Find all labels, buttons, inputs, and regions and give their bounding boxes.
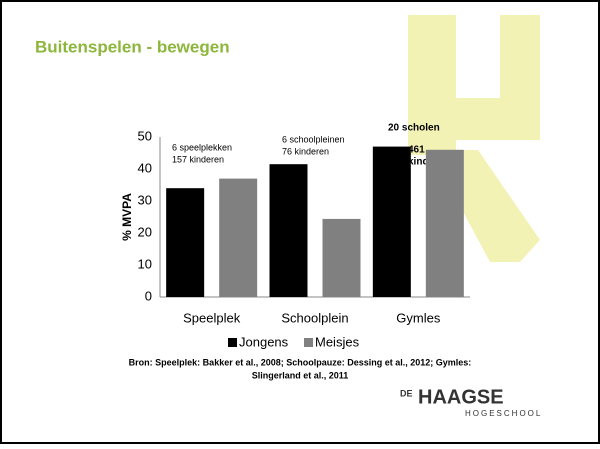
y-tick-label: 10 [138,256,152,271]
bar [219,178,258,297]
legend-swatch [228,338,237,347]
annotation: 20 scholen [388,123,440,134]
annotation: 6 schoolpleinen [282,134,345,144]
bar [166,188,205,297]
y-tick-label: 20 [138,224,152,239]
y-tick-label: 30 [138,192,152,207]
slide-title: Buitenspelen - bewegen [35,37,230,56]
annotation: 6 speelplekken [172,142,232,152]
annotation: 157 kinderen [172,154,224,164]
x-tick-label: Speelplek [183,310,241,325]
legend-swatch [304,338,313,347]
legend-label: Meisjes [315,334,360,349]
logo-prefix: DE [400,388,413,398]
bar [269,164,308,297]
y-axis-label: % MVPA [120,193,134,241]
source-note: Slingerland et al., 2011 [252,370,349,380]
logo-name: HAAGSE [418,386,504,408]
y-tick-label: 0 [145,288,152,303]
annotation: 76 kinderen [282,146,329,156]
logo-sub: HOGESCHOOL [465,409,542,418]
bar [372,146,411,297]
y-tick-label: 50 [138,128,152,143]
x-tick-label: Gymles [396,310,441,325]
source-note: Bron: Speelplek: Bakker et al., 2008; Sc… [129,357,472,367]
y-tick-label: 40 [138,160,152,175]
bar [425,149,464,297]
x-tick-label: Schoolplein [281,310,348,325]
annotation: 461 [408,145,425,156]
legend-label: Jongens [239,334,289,349]
bar [322,218,361,297]
